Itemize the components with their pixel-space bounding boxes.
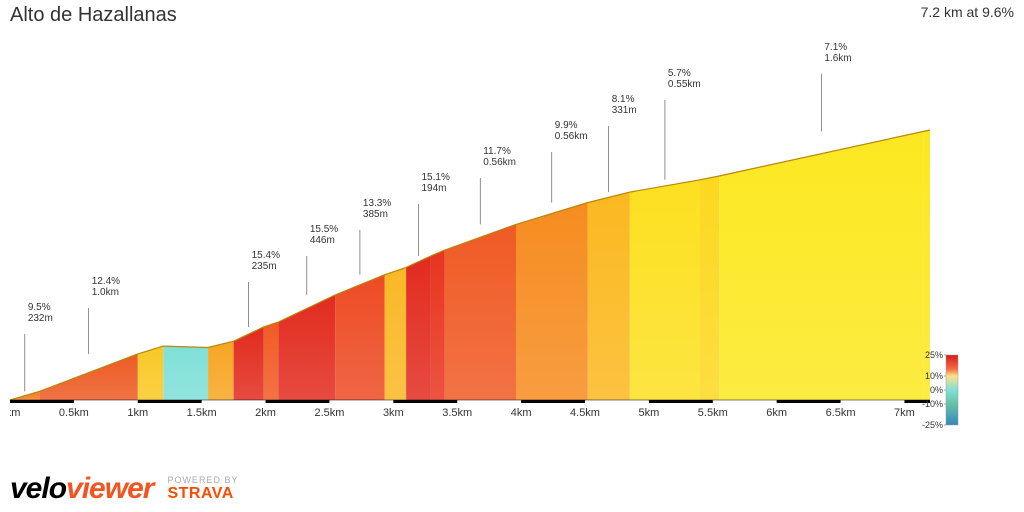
- segment: [163, 346, 208, 400]
- legend-label: -25%: [922, 420, 943, 430]
- segment-label: 15.4%: [252, 250, 280, 261]
- segment-label: 13.3%: [363, 198, 391, 209]
- segment: [335, 275, 384, 400]
- strava-logo: STRAVA: [167, 485, 238, 503]
- segment: [516, 203, 588, 400]
- xaxis-tick: 4.5km: [570, 407, 600, 419]
- xaxis-tick: 7km: [894, 407, 915, 419]
- segment-label: 8.1%: [612, 94, 635, 105]
- segment-label: 11.7%: [483, 146, 511, 157]
- gradient-legend: [946, 355, 958, 425]
- segment-label: 1.0km: [92, 287, 119, 298]
- segment: [719, 131, 923, 400]
- segment-label: 0.55km: [668, 79, 701, 90]
- segment: [208, 341, 234, 400]
- segment-label: 0.56km: [555, 131, 588, 142]
- segment: [278, 295, 335, 400]
- xaxis-tick: 6.5km: [826, 407, 856, 419]
- xaxis-tick: 6km: [766, 407, 787, 419]
- segment-label: 12.4%: [92, 276, 120, 287]
- legend-label: -10%: [922, 399, 943, 409]
- xaxis-tick: 3km: [383, 407, 404, 419]
- segment-label: 232m: [28, 313, 53, 324]
- xaxis-tick: 3.5km: [442, 407, 472, 419]
- segment-label: 15.5%: [310, 224, 338, 235]
- legend-label: 0%: [930, 385, 943, 395]
- segment-label: 9.5%: [28, 302, 51, 313]
- xaxis-tick: 1.5km: [187, 407, 217, 419]
- xaxis-tick: 4km: [511, 407, 532, 419]
- segment: [264, 322, 279, 400]
- segment: [40, 354, 138, 400]
- segment: [444, 224, 516, 400]
- segment-label: 9.9%: [555, 120, 578, 131]
- segment: [588, 192, 630, 400]
- segment: [234, 327, 264, 400]
- segment-label: 1.6km: [824, 53, 851, 64]
- xaxis-tick: 5.5km: [698, 407, 728, 419]
- xaxis-tick: 0km: [10, 407, 20, 419]
- veloviewer-logo: veloviewer: [10, 472, 153, 506]
- xaxis-tick: 1km: [127, 407, 148, 419]
- segment-label: 385m: [363, 209, 388, 220]
- segment: [431, 250, 445, 400]
- segment-label: 235m: [252, 261, 277, 272]
- xaxis-tick: 0.5km: [59, 407, 89, 419]
- elevation-chart: 0km 0.5km 1km 1.5km 2km 2.5km 3km 3.5km 4km 4.5km…: [10, 30, 970, 430]
- segment-label: 5.7%: [668, 68, 691, 79]
- footer: veloviewer POWERED BY STRAVA: [10, 472, 238, 506]
- segment-label: 7.1%: [824, 42, 847, 53]
- legend-label: 25%: [925, 350, 943, 360]
- climb-stats: 7.2 km at 9.6%: [921, 4, 1014, 27]
- segment: [406, 256, 431, 400]
- xaxis-tick: 2km: [255, 407, 276, 419]
- segment-label: 446m: [310, 235, 335, 246]
- xaxis-tick: 5km: [638, 407, 659, 419]
- powered-by: POWERED BY STRAVA: [167, 475, 238, 503]
- segment: [630, 180, 700, 400]
- xaxis-tick: 2.5km: [314, 407, 344, 419]
- legend-label: 10%: [925, 371, 943, 381]
- page-title: Alto de Hazallanas: [10, 4, 177, 27]
- segment-label: 331m: [612, 105, 637, 116]
- segment-label: 15.1%: [422, 172, 450, 183]
- segment: [385, 267, 407, 400]
- segment: [138, 346, 164, 400]
- segment-label: 194m: [422, 183, 447, 194]
- segment: [700, 176, 719, 400]
- segment-label: 0.56km: [483, 157, 516, 168]
